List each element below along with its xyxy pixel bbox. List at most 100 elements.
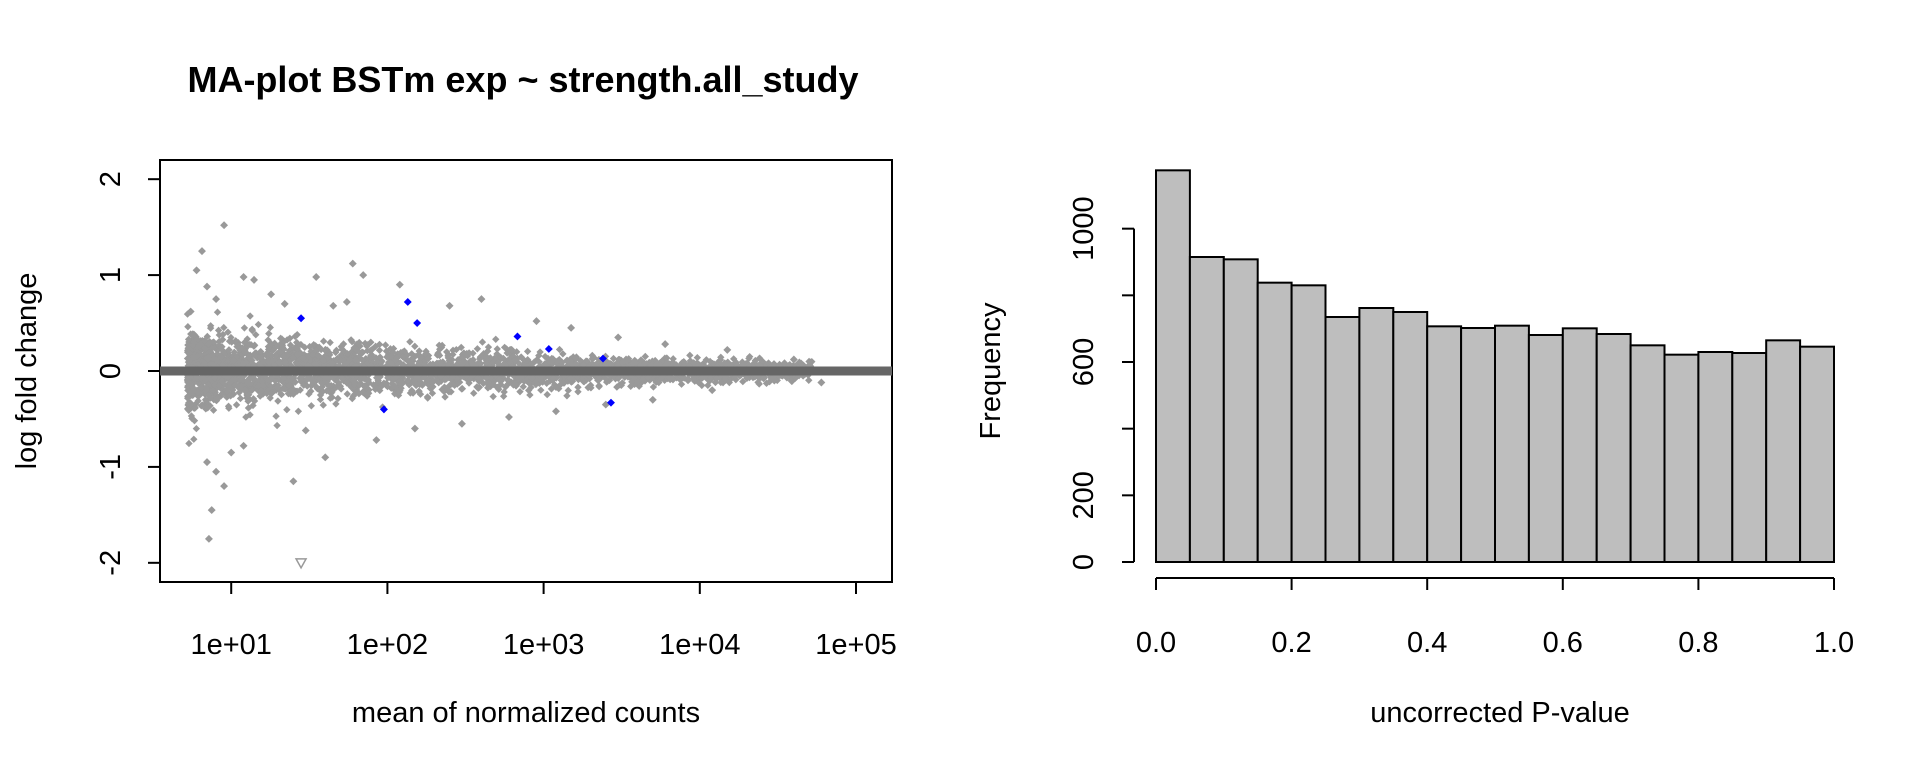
ma-cloud-point bbox=[669, 376, 677, 384]
ma-cloud-point bbox=[759, 374, 767, 382]
ma-cloud-point bbox=[574, 383, 582, 391]
ma-cloud-point bbox=[537, 386, 545, 394]
histogram-bar bbox=[1460, 327, 1496, 563]
ma-point-significant bbox=[599, 354, 607, 363]
ma-cloud-point bbox=[383, 382, 392, 391]
ma-cloud-point bbox=[273, 421, 281, 430]
ma-cloud-point bbox=[220, 323, 228, 332]
ma-cloud-point bbox=[215, 393, 223, 402]
ma-point-non-significant bbox=[552, 407, 560, 416]
ma-cloud-point bbox=[629, 359, 638, 367]
ma-cloud-point bbox=[500, 388, 508, 396]
ma-cloud-point bbox=[343, 350, 352, 358]
ma-cloud-point bbox=[797, 359, 805, 367]
ma-cloud-point bbox=[360, 382, 369, 390]
ma-cloud-point bbox=[739, 377, 747, 386]
ma-cloud-point bbox=[348, 337, 356, 346]
ma-point-non-significant bbox=[342, 297, 351, 306]
ma-cloud-point bbox=[507, 345, 516, 354]
ma-cloud-point bbox=[808, 357, 816, 366]
ma-point-non-significant bbox=[708, 386, 717, 395]
ma-point-non-significant bbox=[348, 259, 357, 268]
ma-cloud-point bbox=[504, 376, 512, 384]
ma-cloud-point bbox=[190, 417, 199, 425]
histogram-bar bbox=[1324, 316, 1361, 563]
ma-cloud-point bbox=[185, 439, 193, 448]
ma-cloud-point bbox=[404, 376, 412, 384]
ma-cloud-point bbox=[218, 376, 226, 385]
ma-cloud-point bbox=[192, 424, 201, 433]
ma-cloud-point bbox=[267, 389, 275, 398]
ma-cloud-point bbox=[184, 335, 193, 344]
ma-cloud-point bbox=[693, 353, 702, 362]
ma-cloud-point bbox=[306, 342, 314, 351]
ma-cloud-point bbox=[376, 353, 384, 361]
ma-cloud-point bbox=[484, 347, 492, 355]
ma-cloud-point bbox=[406, 389, 415, 397]
ma-cloud-point bbox=[233, 342, 241, 351]
ma-cloud-point bbox=[334, 394, 342, 403]
ma-cloud-point bbox=[745, 354, 753, 363]
ma-cloud-point bbox=[187, 380, 195, 389]
ma-cloud-point bbox=[458, 385, 467, 393]
ma-cloud-point bbox=[805, 376, 813, 384]
ma-cloud-point bbox=[381, 341, 390, 349]
ma-cloud-point bbox=[281, 358, 289, 366]
ma-cloud-point bbox=[315, 351, 323, 360]
ma-cloud-point bbox=[273, 383, 281, 391]
ma-cloud-point bbox=[218, 335, 227, 344]
ma-cloud-point bbox=[265, 329, 273, 338]
histogram-bar bbox=[1426, 325, 1463, 564]
ma-cloud-point bbox=[341, 359, 350, 368]
ma-cloud-point bbox=[495, 376, 503, 384]
ma-point-non-significant bbox=[186, 307, 195, 316]
ma-cloud-point bbox=[308, 351, 317, 359]
ma-cloud-point bbox=[299, 354, 307, 362]
histogram-y-label: Frequency bbox=[975, 302, 1007, 440]
ma-cloud-point bbox=[254, 320, 263, 329]
ma-point-non-significant bbox=[198, 247, 206, 256]
ma-cloud-point bbox=[397, 384, 405, 392]
ma-cloud-point bbox=[663, 359, 672, 367]
ma-cloud-point bbox=[349, 377, 357, 385]
ma-point-non-significant bbox=[410, 424, 419, 433]
ma-cloud-point bbox=[279, 352, 288, 361]
ma-cloud-point bbox=[690, 359, 698, 367]
ma-cloud-point bbox=[375, 346, 384, 354]
ma-cloud-point bbox=[369, 381, 378, 389]
ma-cloud-point bbox=[716, 356, 725, 364]
ma-series-significant bbox=[297, 297, 615, 414]
ma-cloud-point bbox=[211, 381, 219, 389]
ma-cloud-point bbox=[194, 388, 202, 396]
ma-cloud-point bbox=[244, 397, 252, 405]
ma-cloud-point bbox=[332, 400, 340, 408]
ma-cloud-point bbox=[559, 379, 568, 387]
ma-plot-x-label: mean of normalized counts bbox=[352, 697, 700, 729]
ma-cloud-point bbox=[393, 354, 401, 362]
ma-point-non-significant bbox=[212, 295, 221, 304]
ma-point-non-significant bbox=[359, 271, 368, 280]
ma-cloud-point bbox=[459, 353, 467, 362]
ma-point-non-significant bbox=[329, 301, 338, 310]
ma-cloud-point bbox=[286, 334, 294, 342]
ma-cloud-point bbox=[572, 360, 581, 368]
ma-cloud-point bbox=[269, 346, 277, 354]
ma-cloud-point bbox=[293, 350, 302, 359]
ma-cloud-point bbox=[232, 401, 241, 409]
histogram-y-tick-label: 1000 bbox=[1068, 196, 1100, 261]
ma-cloud-point bbox=[584, 383, 592, 392]
histogram-bar bbox=[1595, 333, 1632, 563]
ma-cloud-point bbox=[443, 385, 451, 393]
ma-cloud-point bbox=[555, 384, 563, 393]
ma-y-tick-label: -1 bbox=[95, 454, 127, 480]
ma-cloud-point bbox=[239, 360, 247, 368]
ma-cloud-point bbox=[649, 383, 658, 391]
ma-cloud-point bbox=[287, 386, 295, 395]
ma-cloud-point bbox=[383, 353, 391, 361]
ma-cloud-point bbox=[257, 387, 265, 395]
ma-cloud-point bbox=[197, 340, 205, 348]
histogram-x-tick-label: 0.4 bbox=[1407, 627, 1447, 659]
histogram-bar bbox=[1731, 352, 1768, 563]
ma-point-non-significant bbox=[395, 280, 404, 289]
histogram-x-tick-label: 1.0 bbox=[1814, 627, 1854, 659]
